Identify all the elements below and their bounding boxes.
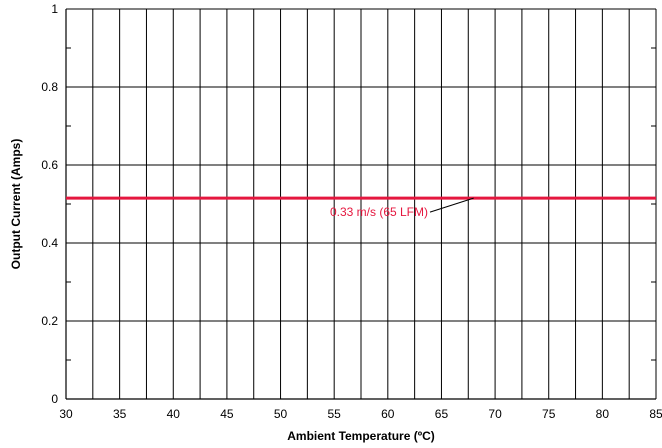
x-tick-label: 55	[328, 407, 342, 421]
y-tick-label: 1	[51, 2, 58, 16]
x-tick-label: 30	[59, 407, 73, 421]
x-tick-label: 75	[542, 407, 556, 421]
plot-frame	[65, 8, 657, 400]
x-tick-label: 60	[381, 407, 395, 421]
y-minor-ticks	[66, 47, 656, 361]
x-tick-label: 85	[649, 407, 662, 421]
x-tick-label: 35	[113, 407, 127, 421]
x-tick-label: 70	[488, 407, 502, 421]
y-tick-label: 0.4	[41, 236, 58, 250]
x-tick-label: 80	[596, 407, 610, 421]
x-axis-title: Ambient Temperature (ºC)	[287, 429, 435, 443]
y-tick-label: 0.2	[41, 314, 58, 328]
x-tick-label: 50	[274, 407, 288, 421]
annotation-layer: 0.33 m/s (65 LFM)	[330, 197, 474, 219]
x-tick-label: 65	[435, 407, 449, 421]
x-tick-labels: 30 35 40 45 50 55 60 65 70 75 80 85	[59, 407, 662, 421]
x-tick-label: 40	[167, 407, 181, 421]
y-tick-labels: 0 0.2 0.4 0.6 0.8 1	[41, 2, 58, 406]
y-tick-label: 0.6	[41, 158, 58, 172]
y-tick-label: 0.8	[41, 80, 58, 94]
x-tick-label: 45	[220, 407, 234, 421]
grid-lines	[66, 9, 656, 399]
annotation-label: 0.33 m/s (65 LFM)	[330, 205, 428, 219]
y-tick-label: 0	[51, 392, 58, 406]
annotation-leader-line	[429, 197, 474, 213]
y-axis-title: Output Current (Amps)	[9, 139, 23, 270]
